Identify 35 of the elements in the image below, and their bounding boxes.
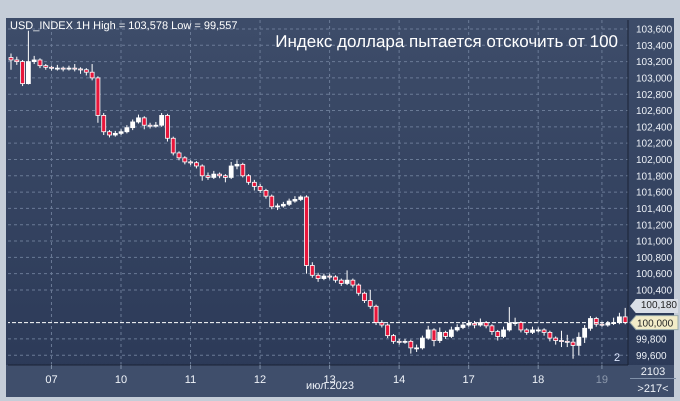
y-tick-label: 103,000 <box>636 73 673 84</box>
text: 2103 <box>630 366 676 379</box>
ref-line-label: 100,000 <box>637 318 674 330</box>
x-tick-label: 18 <box>532 374 544 386</box>
annotation: 2 <box>614 352 620 364</box>
y-tick-label: 101,000 <box>636 236 673 248</box>
x-tick-label: 17 <box>462 374 475 386</box>
x-tick-label: 12 <box>254 374 266 386</box>
y-tick-label: 102,600 <box>636 106 673 118</box>
y-tick-label: 103,400 <box>636 40 673 52</box>
x-tick-label: 10 <box>114 374 128 386</box>
x-axis-title: июл.2023 <box>304 380 356 392</box>
y-tick-label: 102,200 <box>636 138 673 150</box>
y-tick-label: 103,200 <box>636 57 673 68</box>
y-tick-label: 101,400 <box>636 204 673 215</box>
text: Индекс доллара пытается отскочить от 100 <box>275 32 618 52</box>
x-tick-label: 14 <box>392 374 406 386</box>
y-tick-label: 99,800 <box>636 334 668 346</box>
y-tick-label: 102,800 <box>636 90 673 101</box>
x-tick-label: 19 <box>596 374 608 386</box>
y-tick-label: 99,600 <box>636 350 668 362</box>
chart-subtitle: USD_INDEX 1H High = 103,578 Low = 99,557 <box>10 20 238 32</box>
y-tick-label: 101,200 <box>636 220 673 232</box>
x-tick-label: 11 <box>184 374 196 386</box>
y-tick-label: 100,600 <box>636 269 673 280</box>
y-tick-label: 101,800 <box>636 171 673 182</box>
y-tick-label: 100,800 <box>636 252 673 264</box>
y-tick-label: 103,600 <box>636 24 673 36</box>
y-tick-label: 102,400 <box>636 122 673 134</box>
y-tick-label: 102,000 <box>636 155 673 166</box>
text: >217< <box>636 383 670 395</box>
y-tick-label: 100,400 <box>636 286 673 297</box>
text: 100,180 <box>630 299 678 313</box>
y-tick-label: 101,600 <box>636 188 673 199</box>
x-tick-label: 07 <box>45 374 58 386</box>
